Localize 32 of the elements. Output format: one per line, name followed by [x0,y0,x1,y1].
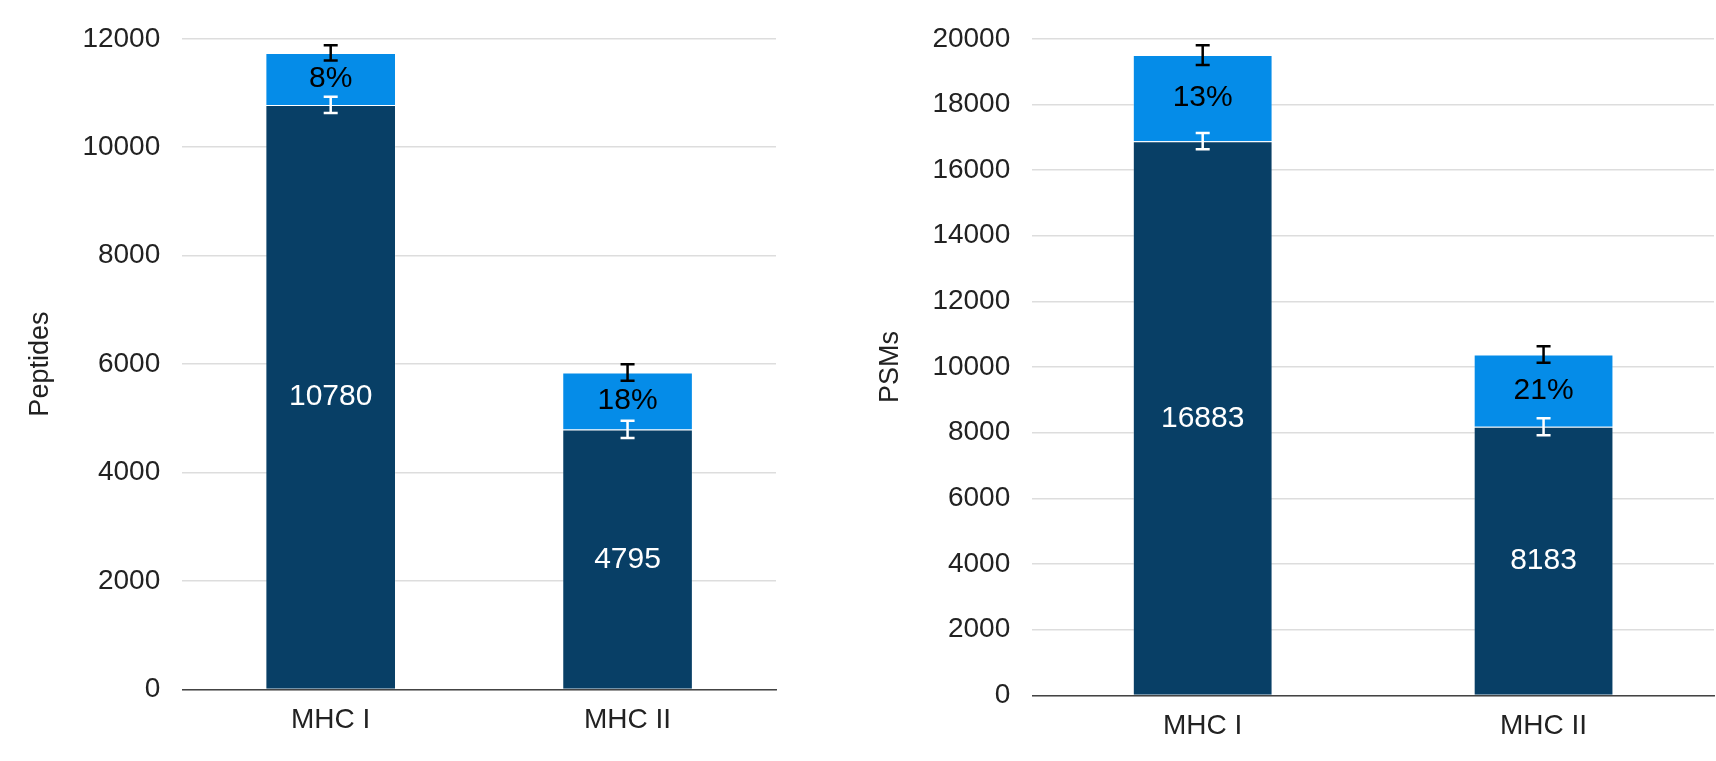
y-tick-label: 8000 [947,415,1011,447]
y-tick-label: 16000 [932,152,1011,184]
x-tick-label: MHC I [291,702,371,734]
y-tick-label: 4000 [97,455,161,487]
data-label: 4795 [594,540,661,574]
y-tick-label: 2000 [947,612,1011,644]
y-tick-label: 6000 [947,481,1011,513]
y-tick-label: 20000 [932,21,1011,53]
x-tick-label: MHC I [1163,708,1243,740]
y-tick-label: 12000 [932,284,1011,316]
y-tick-label: 10000 [932,349,1011,381]
data-label: 10780 [288,378,373,412]
x-tick-label: MHC II [584,702,672,734]
y-tick-label: 2000 [97,563,161,595]
y-tick-label: 8000 [97,238,161,270]
y-tick-label: 10000 [82,129,161,161]
y-tick-label: 0 [144,672,161,704]
annotation: 8% [309,60,353,94]
annotation: 13% [1172,79,1233,113]
data-label: 16883 [1160,399,1245,433]
y-axis-title: PSMs [873,331,904,404]
y-tick-label: 0 [994,678,1011,710]
y-tick-label: 12000 [82,21,161,53]
y-tick-label: 14000 [932,218,1011,250]
x-tick-label: MHC II [1500,708,1588,740]
data-label: 8183 [1510,542,1577,576]
y-tick-label: 6000 [97,346,161,378]
y-tick-label: 4000 [947,546,1011,578]
annotation: 18% [597,382,658,416]
annotation: 21% [1513,371,1574,405]
y-axis-title: Peptides [23,311,54,417]
y-tick-label: 18000 [932,87,1011,119]
